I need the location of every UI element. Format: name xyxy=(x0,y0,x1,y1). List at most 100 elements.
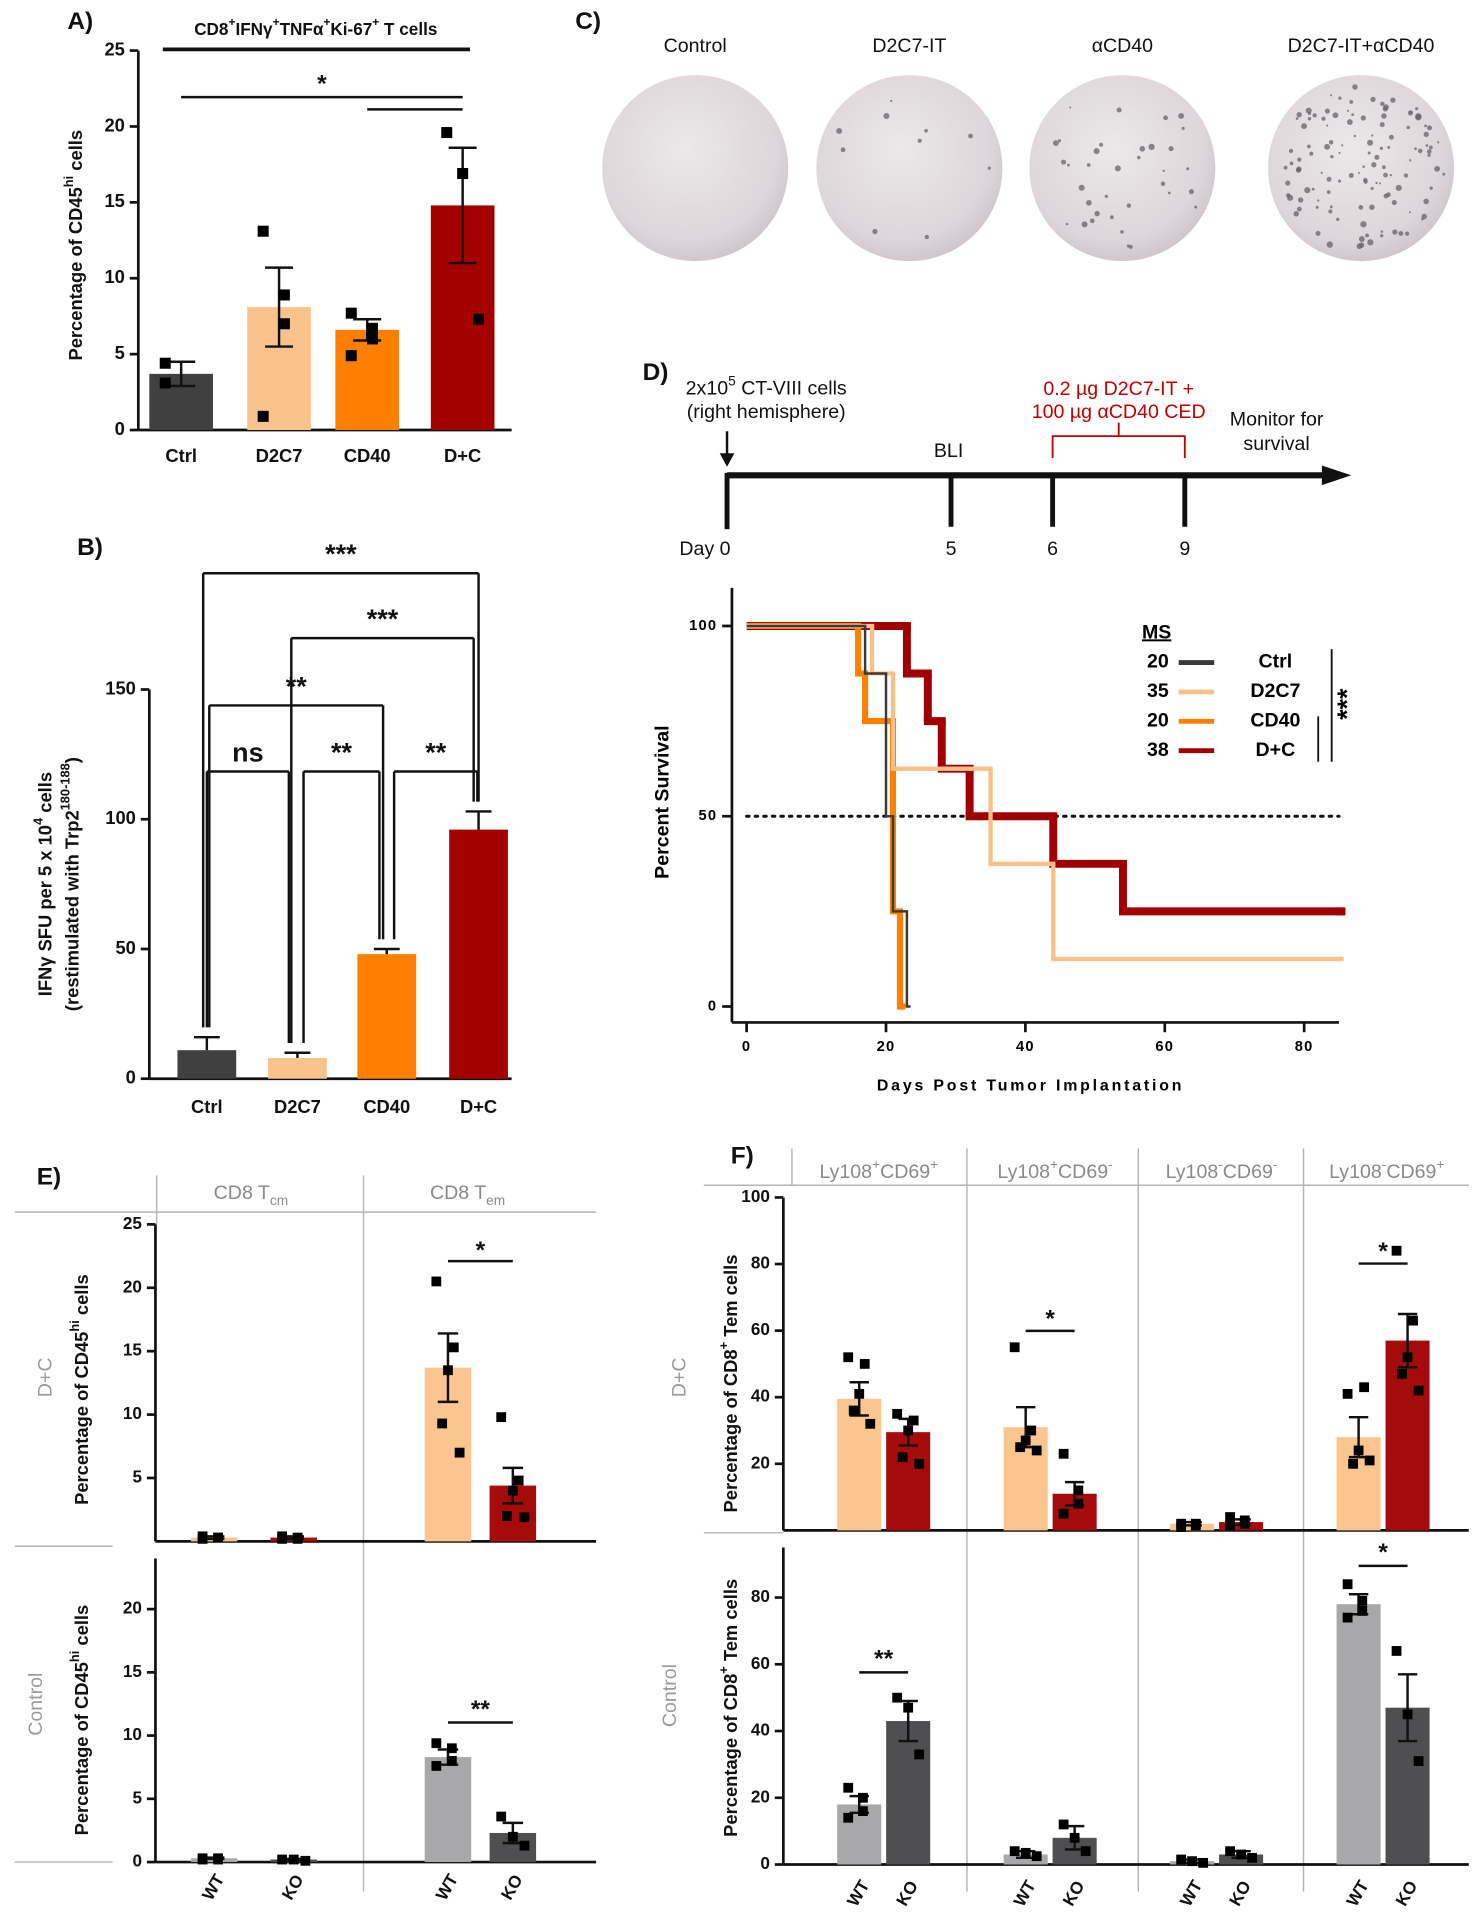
x-tick-label: D+C xyxy=(444,445,481,466)
image-label: αCD40 xyxy=(1092,35,1153,57)
data-point xyxy=(257,225,269,237)
group-header-part: + xyxy=(930,1157,938,1172)
group-header-part: cm xyxy=(270,1193,288,1208)
spot xyxy=(1371,162,1377,168)
significance-label: * xyxy=(1045,1305,1055,1332)
timeline-text: 0.2 µg D2C7-IT + xyxy=(1043,378,1194,400)
spot xyxy=(1061,159,1067,165)
chart-title-part: TNFα xyxy=(280,18,324,38)
timeline-text: BLI xyxy=(934,440,963,462)
spot xyxy=(1307,117,1312,121)
spot xyxy=(1336,217,1340,222)
spot xyxy=(1386,192,1391,197)
spot xyxy=(1307,112,1312,116)
y-axis-label-part: hi xyxy=(67,1320,82,1331)
treatment-bracket xyxy=(1051,435,1186,459)
spot xyxy=(1321,116,1326,121)
data-point xyxy=(1058,1819,1069,1830)
spot xyxy=(1312,113,1317,118)
data-point xyxy=(441,127,453,139)
y-tick-label: 50 xyxy=(698,808,717,824)
group-header: CD8 Tem xyxy=(430,1182,505,1208)
data-point xyxy=(213,1532,223,1543)
bar xyxy=(335,329,400,431)
y-axis-label: Percentage of CD8+ Tem cells xyxy=(716,1579,741,1837)
spot xyxy=(1427,153,1431,157)
data-point xyxy=(1176,1522,1187,1532)
spot xyxy=(1139,146,1146,152)
row-label: D+C xyxy=(35,1358,57,1398)
significance-label: *** xyxy=(367,604,399,634)
y-axis-label: Percentage of CD8+ Tem cells xyxy=(716,1255,741,1513)
well-image xyxy=(816,75,1003,262)
data-point xyxy=(1015,1442,1026,1453)
data-point xyxy=(159,357,171,369)
spot xyxy=(1421,213,1427,220)
y-tick-label: 0 xyxy=(115,418,125,439)
spot xyxy=(1379,146,1384,151)
y-tick-label: 40 xyxy=(751,1720,770,1740)
x-axis-label: Days Post Tumor Implantation xyxy=(877,1077,1184,1094)
spot xyxy=(1160,181,1166,186)
data-point xyxy=(1402,1352,1413,1363)
data-point xyxy=(366,322,379,334)
data-point xyxy=(1391,1245,1402,1256)
y-tick-label: 20 xyxy=(104,114,124,135)
spot xyxy=(1052,140,1059,146)
chart-title-part: Ki-67 xyxy=(330,18,372,38)
data-point xyxy=(345,350,357,362)
spot xyxy=(1415,114,1422,121)
spot xyxy=(1326,124,1329,127)
significance-label: * xyxy=(1378,1238,1388,1265)
data-point xyxy=(1073,1485,1084,1496)
y-tick-label: 100 xyxy=(741,1186,770,1206)
data-point xyxy=(454,1447,465,1458)
y-tick-label: 150 xyxy=(105,677,136,698)
y-tick-label: 20 xyxy=(123,1276,142,1296)
legend-title: MS xyxy=(1142,621,1171,643)
data-point xyxy=(446,1755,457,1766)
spot xyxy=(1428,145,1433,150)
spot xyxy=(1389,174,1393,177)
spot xyxy=(1094,210,1100,217)
y-tick-label: 5 xyxy=(132,1467,142,1487)
data-point xyxy=(843,1352,854,1363)
spot xyxy=(872,228,878,235)
median-survival: 20 xyxy=(1147,651,1169,673)
chart-title-part: + xyxy=(228,15,235,29)
spot xyxy=(1383,104,1389,110)
group-header-part: - xyxy=(1273,1157,1278,1172)
data-point xyxy=(1069,1832,1080,1843)
data-point xyxy=(431,1761,442,1771)
spot xyxy=(1363,177,1368,183)
legend-label: CD40 xyxy=(1250,709,1300,731)
data-point xyxy=(914,1749,925,1760)
data-point xyxy=(892,1408,903,1419)
y-tick-label: 20 xyxy=(123,1598,142,1618)
spot xyxy=(1326,241,1333,248)
spot xyxy=(1093,148,1100,155)
spot xyxy=(1409,159,1412,162)
significance-label: ** xyxy=(874,1646,894,1673)
group-header-part: Ly108 xyxy=(1329,1161,1382,1183)
spot xyxy=(1307,144,1311,149)
y-axis-label-part: Percentage of CD8 xyxy=(720,1674,741,1837)
significance-label: ** xyxy=(286,671,307,701)
x-tick-label: CD40 xyxy=(344,445,391,466)
significance-label: ** xyxy=(425,737,446,767)
row-label: D+C xyxy=(669,1358,691,1398)
spot xyxy=(1338,151,1341,155)
group-header-part: Ly108 xyxy=(819,1161,872,1183)
significance-label: ** xyxy=(471,1696,491,1723)
y-axis-label-part: Tem cells xyxy=(720,1579,741,1666)
spot xyxy=(1395,184,1402,191)
well-image xyxy=(1268,75,1455,262)
chart-title-part: IFNγ xyxy=(235,18,273,38)
significance-label: ** xyxy=(331,737,352,767)
spot xyxy=(1286,193,1291,198)
spot xyxy=(1415,107,1419,111)
spot xyxy=(1167,191,1171,195)
data-point xyxy=(437,1418,448,1429)
y-tick-label: 20 xyxy=(751,1786,770,1806)
spot xyxy=(1352,84,1358,90)
